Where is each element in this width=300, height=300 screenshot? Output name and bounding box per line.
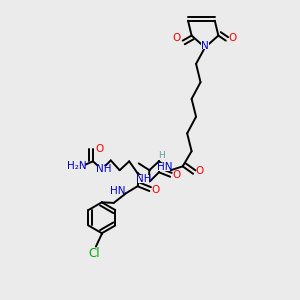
Text: HN: HN <box>157 162 172 172</box>
Text: O: O <box>196 167 204 176</box>
Text: NH: NH <box>136 174 151 184</box>
Text: H₂N: H₂N <box>68 161 87 171</box>
Text: O: O <box>228 33 236 43</box>
Text: O: O <box>172 170 181 180</box>
FancyBboxPatch shape <box>138 175 149 182</box>
Text: O: O <box>95 143 104 154</box>
Text: N: N <box>201 41 209 51</box>
FancyBboxPatch shape <box>158 163 170 171</box>
Text: H: H <box>158 152 165 160</box>
FancyBboxPatch shape <box>159 153 164 159</box>
Text: HN: HN <box>110 186 126 196</box>
Text: Cl: Cl <box>88 247 100 260</box>
Text: O: O <box>152 184 160 194</box>
FancyBboxPatch shape <box>201 42 209 49</box>
FancyBboxPatch shape <box>98 166 109 173</box>
FancyBboxPatch shape <box>69 163 85 170</box>
Text: O: O <box>172 33 180 43</box>
Text: NH: NH <box>96 164 111 174</box>
FancyBboxPatch shape <box>113 187 123 194</box>
